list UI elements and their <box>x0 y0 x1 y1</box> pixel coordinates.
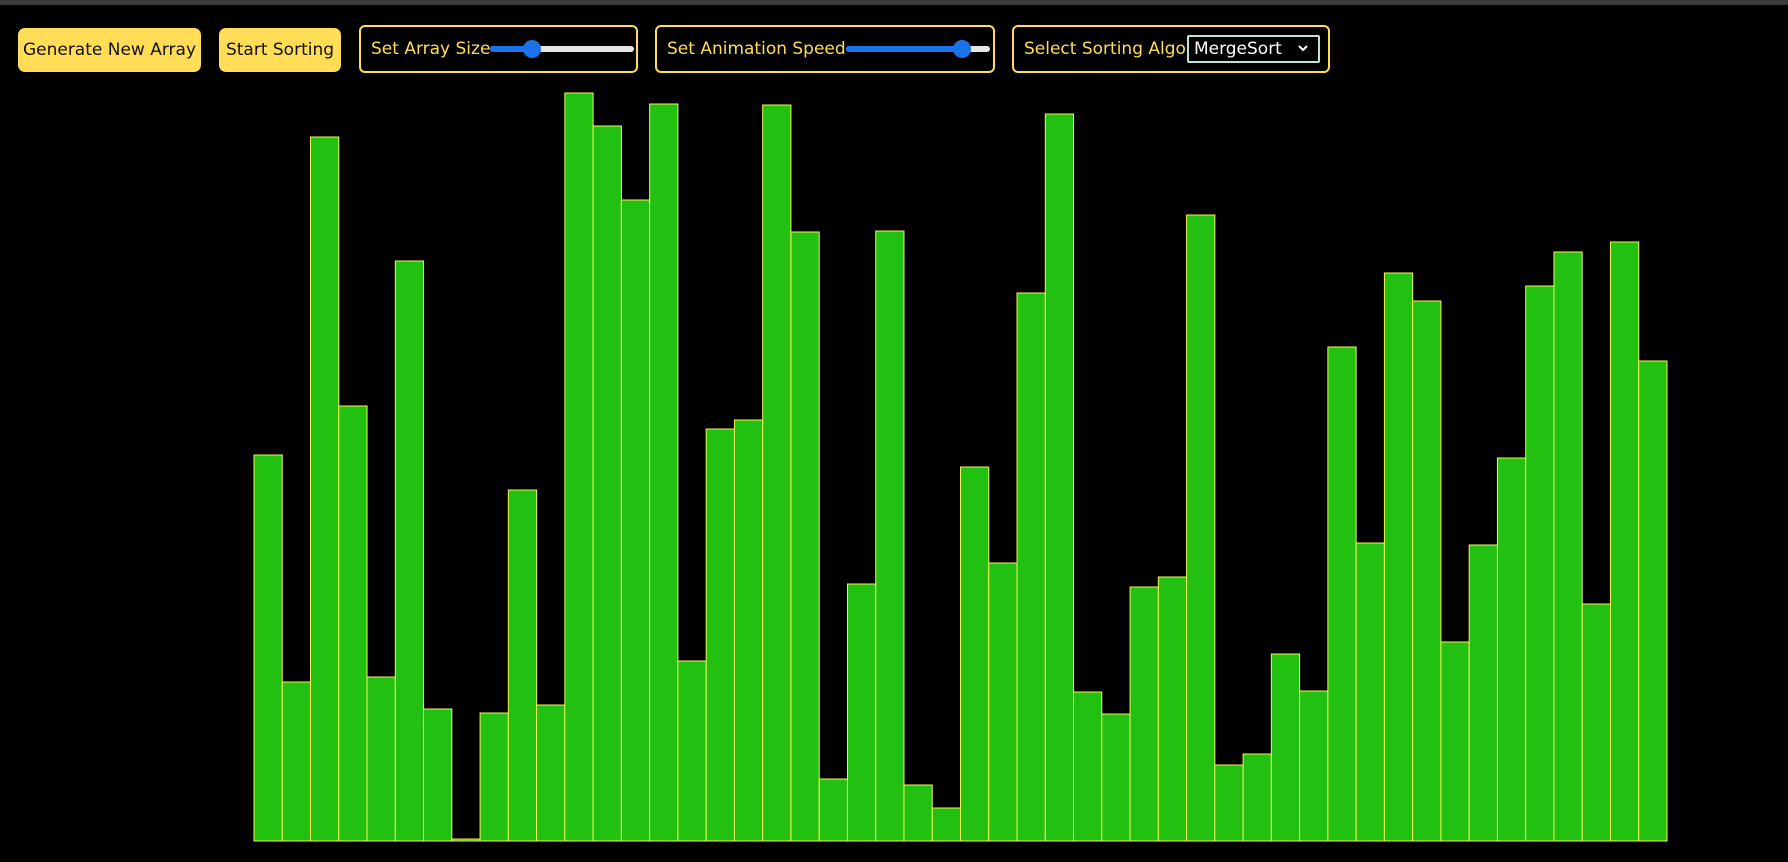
sorting-algo-label: Select Sorting Algo <box>1024 39 1186 59</box>
array-size-slider[interactable] <box>490 39 635 59</box>
array-bar <box>733 419 764 842</box>
array-bar <box>1242 753 1272 842</box>
slider-thumb[interactable] <box>952 40 971 58</box>
array-bar <box>1073 691 1103 842</box>
array-bar <box>705 428 735 842</box>
array-bar <box>649 103 679 842</box>
slider-fill <box>845 46 962 52</box>
array-bar <box>310 136 340 842</box>
array-bar <box>1157 576 1188 842</box>
array-bar <box>1186 214 1216 842</box>
array-bar <box>1214 764 1244 842</box>
sorting-algo-select[interactable]: MergeSort <box>1186 35 1320 63</box>
array-bar <box>366 676 396 842</box>
array-bar <box>1638 360 1668 842</box>
array-bar <box>1327 346 1357 842</box>
array-bar <box>451 838 481 842</box>
array-bar <box>677 660 707 842</box>
array-bar <box>790 231 820 842</box>
animation-speed-control: Set Animation Speed <box>655 25 995 73</box>
array-bar <box>1609 241 1640 842</box>
array-bar <box>1412 300 1442 842</box>
array-size-label: Set Array Size <box>371 39 491 59</box>
array-bar <box>903 784 933 842</box>
array-bar <box>592 125 622 842</box>
array-bar <box>1355 542 1385 842</box>
array-bar <box>1044 113 1075 842</box>
animation-speed-slider[interactable] <box>845 39 990 59</box>
array-bar <box>875 230 905 842</box>
array-bar <box>1129 586 1159 842</box>
array-bar <box>846 583 877 842</box>
slider-thumb[interactable] <box>523 40 542 58</box>
array-bar <box>1270 653 1301 842</box>
generate-new-array-button[interactable]: Generate New Array <box>18 28 201 72</box>
array-bar <box>988 562 1018 842</box>
array-bar <box>1553 251 1583 842</box>
array-bar <box>931 807 961 842</box>
array-bar <box>253 454 283 842</box>
array-bar <box>1581 603 1611 842</box>
start-sorting-button[interactable]: Start Sorting <box>219 28 341 72</box>
array-bar <box>338 405 368 842</box>
array-bar <box>1440 641 1470 842</box>
sorting-algo-control: Select Sorting Algo MergeSort <box>1012 25 1330 73</box>
window-top-border <box>0 0 1788 5</box>
array-bar <box>1525 285 1555 842</box>
array-bar <box>394 260 425 842</box>
array-bar <box>1016 292 1046 842</box>
slider-track <box>490 46 635 52</box>
toolbar: Generate New Array Start Sorting Set Arr… <box>0 0 1788 90</box>
array-bar <box>1299 690 1329 842</box>
array-bar <box>1383 272 1414 842</box>
array-bar <box>281 681 312 842</box>
array-bar <box>1101 713 1131 842</box>
array-bar <box>620 199 651 842</box>
sorting-algo-selected: MergeSort <box>1193 39 1282 59</box>
chevron-down-icon <box>1298 45 1308 52</box>
array-bar <box>1496 457 1527 842</box>
array-bar <box>762 104 792 842</box>
array-bar <box>536 704 566 842</box>
array-bar <box>423 708 453 842</box>
animation-speed-label: Set Animation Speed <box>667 39 846 59</box>
array-bar <box>479 712 509 842</box>
array-bar <box>818 778 848 842</box>
array-bar <box>1468 544 1498 842</box>
array-bar <box>564 92 594 842</box>
array-size-control: Set Array Size <box>359 25 638 73</box>
array-bar <box>960 466 990 842</box>
array-bar <box>507 489 538 842</box>
slider-fill <box>490 46 533 52</box>
